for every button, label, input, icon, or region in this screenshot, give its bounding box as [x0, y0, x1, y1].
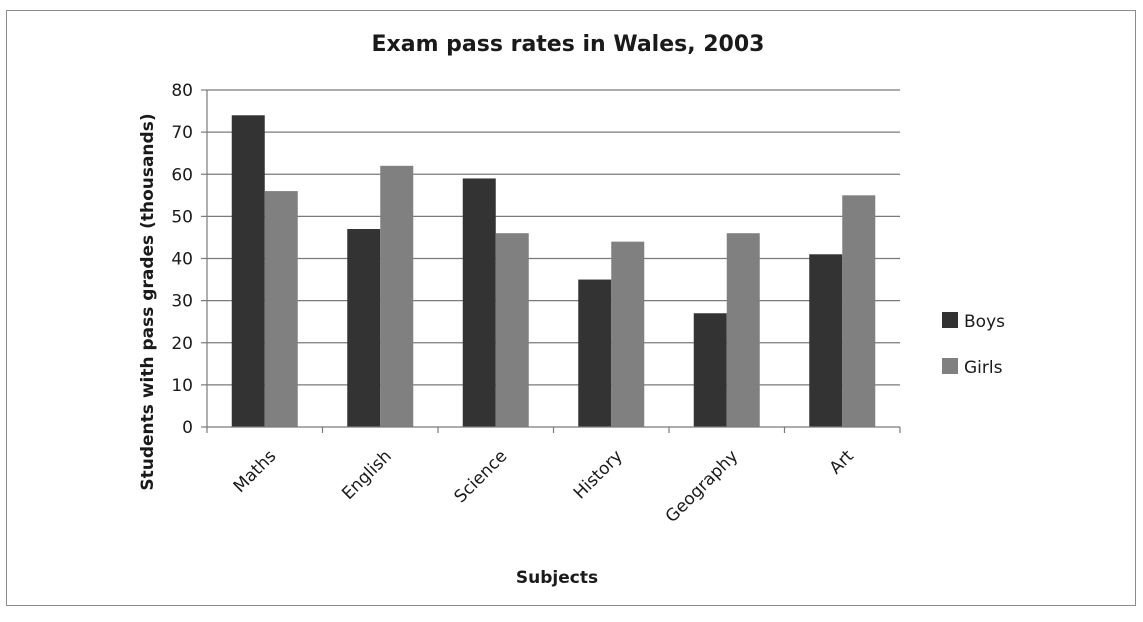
- bar-girls-history: [611, 241, 645, 427]
- bar-boys-science: [462, 178, 496, 427]
- y-tick-label: 10: [171, 376, 193, 396]
- y-tick-label: 70: [171, 123, 193, 143]
- bar-girls-art: [842, 195, 876, 427]
- legend-swatch-girls: [942, 358, 958, 374]
- x-axis-title: Subjects: [516, 568, 598, 588]
- y-tick-label: 0: [182, 418, 193, 438]
- bar-boys-history: [578, 279, 612, 427]
- y-axis-title: Students with pass grades (thousands): [138, 113, 158, 490]
- legend-label-girls: Girls: [964, 358, 1003, 378]
- chart-frame: [6, 10, 1136, 606]
- bars: [231, 115, 876, 428]
- x-tick-label: English: [338, 446, 396, 504]
- bar-girls-english: [380, 165, 414, 427]
- bar-boys-english: [347, 229, 381, 427]
- x-axis: [206, 426, 901, 433]
- bar-girls-geography: [726, 233, 760, 427]
- bar-boys-maths: [231, 115, 265, 428]
- x-tick-label: Maths: [230, 446, 281, 497]
- x-tick-label: Science: [451, 446, 512, 507]
- y-axis-ticks: 0 10 20 30 40 50 60 70 80: [171, 81, 207, 438]
- y-tick-label: 40: [171, 250, 193, 270]
- x-axis-ticks: Maths English Science History Geography Art: [230, 446, 858, 527]
- bar-boys-art: [809, 254, 843, 427]
- bar-boys-geography: [693, 313, 727, 427]
- y-tick-label: 20: [171, 334, 193, 354]
- gridlines: [206, 89, 900, 427]
- y-tick-label: 50: [171, 207, 193, 227]
- legend-label-boys: Boys: [964, 312, 1005, 332]
- y-tick-label: 30: [171, 292, 193, 312]
- bar-girls-science: [495, 233, 529, 427]
- y-tick-label: 80: [171, 81, 193, 101]
- chart-title: Exam pass rates in Wales, 2003: [372, 32, 765, 57]
- x-tick-label: Geography: [662, 446, 743, 527]
- legend: Boys Girls: [942, 312, 1005, 378]
- x-tick-label: Art: [826, 446, 858, 478]
- bar-girls-maths: [264, 191, 298, 427]
- y-tick-label: 60: [171, 165, 193, 185]
- legend-swatch-boys: [942, 312, 958, 328]
- x-tick-label: History: [570, 446, 627, 503]
